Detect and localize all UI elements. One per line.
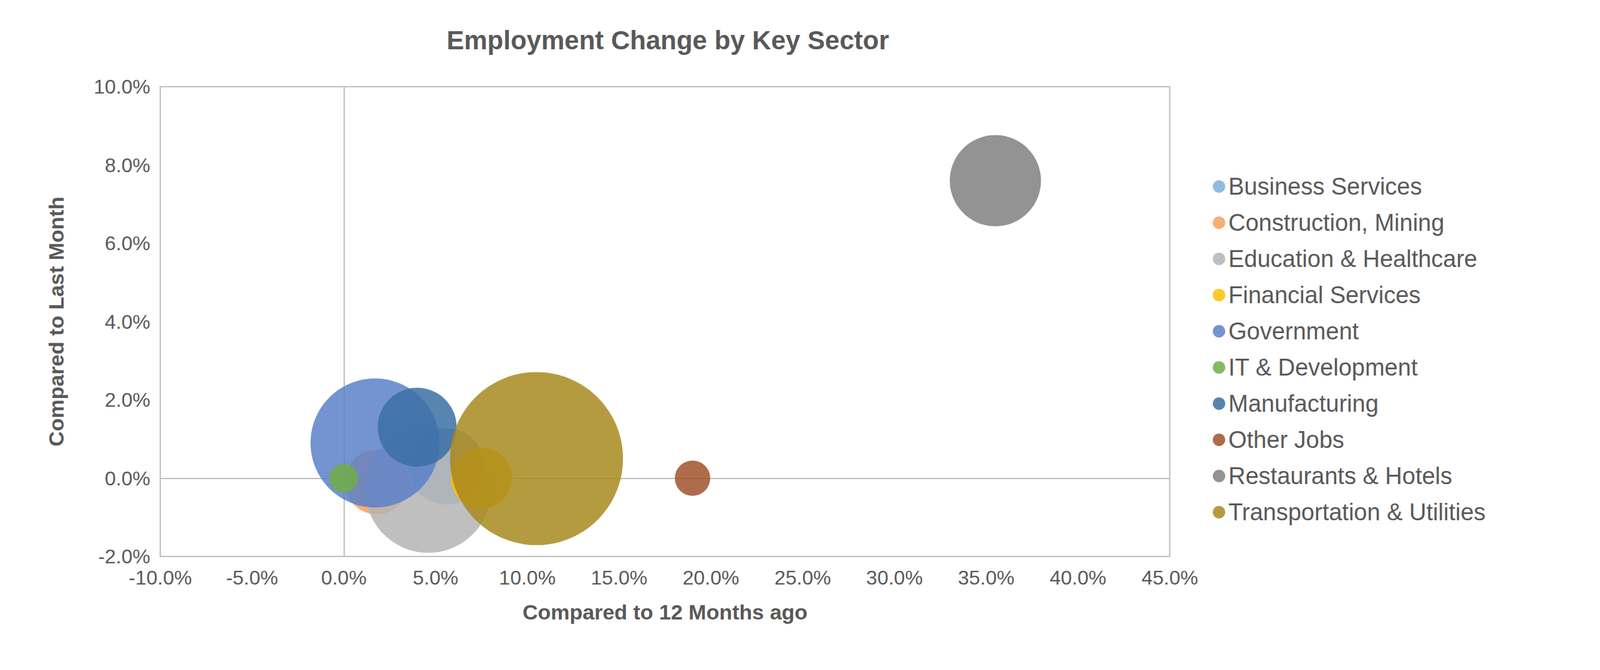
svg-text:30.0%: 30.0% <box>866 566 923 589</box>
svg-text:10.0%: 10.0% <box>498 566 556 589</box>
svg-text:0.0%: 0.0% <box>321 566 367 589</box>
svg-text:Employment Change by Key Secto: Employment Change by Key Sector <box>446 25 890 55</box>
svg-text:Transportation & Utilities: Transportation & Utilities <box>1228 498 1486 526</box>
svg-text:Manufacturing: Manufacturing <box>1228 390 1379 417</box>
svg-text:5.0%: 5.0% <box>412 566 459 589</box>
svg-text:Compared to 12 Months ago: Compared to 12 Months ago <box>522 599 808 624</box>
svg-text:Restaurants & Hotels: Restaurants & Hotels <box>1228 462 1453 489</box>
svg-text:Construction, Mining: Construction, Mining <box>1228 209 1445 236</box>
svg-text:45.0%: 45.0% <box>1141 566 1199 589</box>
svg-text:Government: Government <box>1228 318 1360 345</box>
svg-text:15.0%: 15.0% <box>591 566 648 589</box>
svg-text:2.0%: 2.0% <box>104 388 151 411</box>
svg-text:Business Services: Business Services <box>1228 173 1422 200</box>
svg-text:-5.0%: -5.0% <box>225 566 279 589</box>
svg-text:4.0%: 4.0% <box>104 310 151 333</box>
svg-text:20.0%: 20.0% <box>682 566 740 589</box>
svg-text:6.0%: 6.0% <box>104 231 151 255</box>
svg-text:35.0%: 35.0% <box>957 566 1015 589</box>
svg-text:Education & Healthcare: Education & Healthcare <box>1228 245 1478 272</box>
svg-text:0.0%: 0.0% <box>104 467 151 490</box>
svg-text:Other Jobs: Other Jobs <box>1228 426 1345 453</box>
svg-text:8.0%: 8.0% <box>104 154 151 177</box>
svg-text:25.0%: 25.0% <box>774 566 832 589</box>
svg-text:-2.0%: -2.0% <box>97 544 151 568</box>
svg-text:-10.0%: -10.0% <box>128 566 192 589</box>
svg-text:Compared to Last Month: Compared to Last Month <box>44 196 68 446</box>
svg-text:40.0%: 40.0% <box>1049 566 1107 589</box>
svg-text:IT & Development: IT & Development <box>1228 354 1418 381</box>
svg-text:Financial Services: Financial Services <box>1228 281 1421 309</box>
svg-text:10.0%: 10.0% <box>93 75 151 98</box>
